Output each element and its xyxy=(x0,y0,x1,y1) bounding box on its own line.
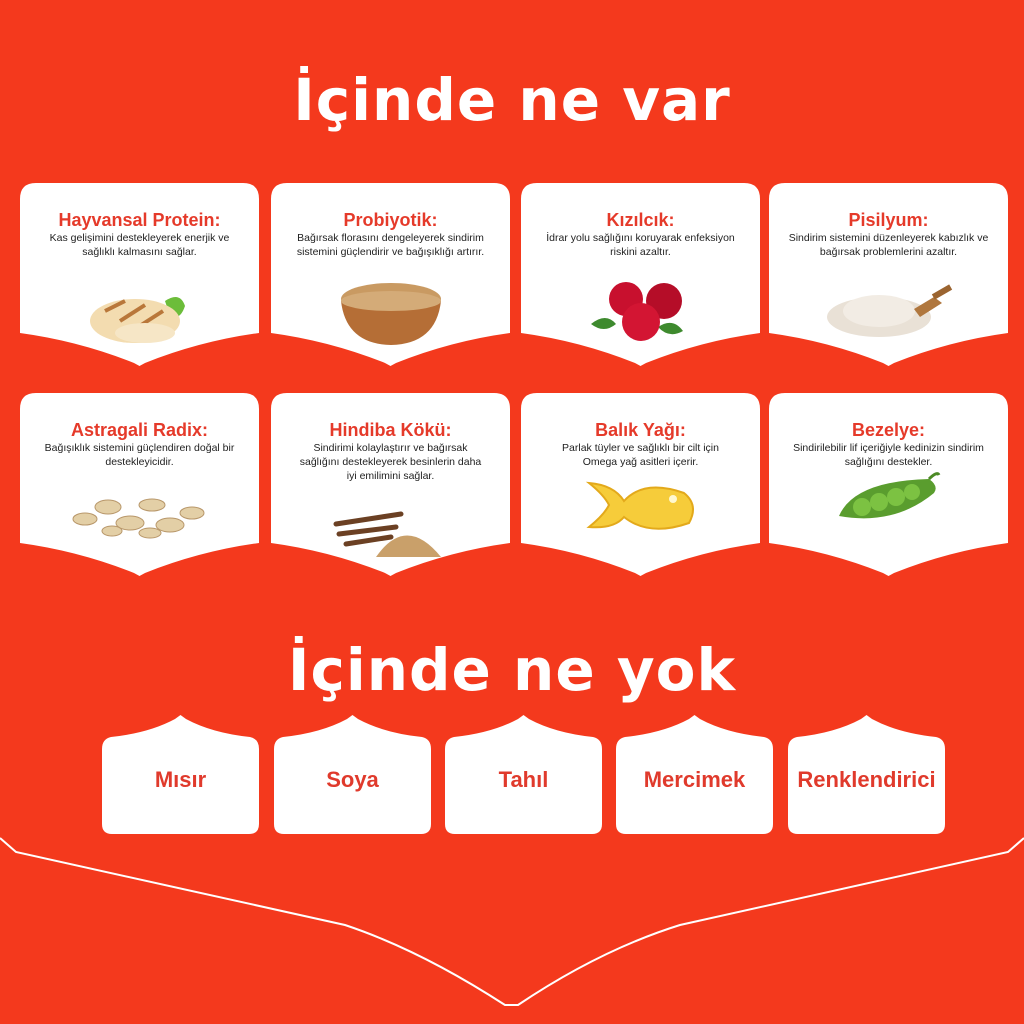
excluded-ingredient-card: Soya xyxy=(274,715,431,834)
ingredient-description: Sindirimi kolaylaştırır ve bağırsak sağl… xyxy=(299,442,482,482)
ingredient-name: Balık Yağı: xyxy=(595,420,686,440)
ingredient-description: İdrar yolu sağlığını koruyarak enfeksiyo… xyxy=(546,232,735,258)
card-shape xyxy=(274,715,431,834)
ingredient-card: Hayvansal Protein: Kas gelişimini destek… xyxy=(20,183,259,366)
ingredient-name: Hindiba Kökü: xyxy=(329,420,452,440)
card-shape xyxy=(271,183,510,366)
excluded-ingredient-label: Mısır xyxy=(154,767,207,792)
card-shape xyxy=(102,715,259,834)
ingredient-description: Parlak tüyler ve sağlıklı bir cilt için … xyxy=(562,442,719,468)
excluded-ingredient-card: Mercimek xyxy=(616,715,773,834)
ingredient-name: Bezelye: xyxy=(851,420,926,440)
card-shape xyxy=(20,393,259,576)
section-title-has: İçinde ne var xyxy=(293,66,731,134)
excluded-ingredient-card: Renklendirici xyxy=(788,715,945,834)
excluded-ingredient-card: Tahıl xyxy=(445,715,602,834)
pea-pod-icon xyxy=(834,471,944,535)
psyllium-scoop-icon xyxy=(824,279,954,343)
excluded-ingredient-label: Tahıl xyxy=(498,767,549,792)
excluded-ingredient-card: Mısır xyxy=(102,715,259,834)
ingredient-card: Balık Yağı: Parlak tüyler ve sağlıklı bi… xyxy=(521,393,760,576)
ingredient-description: Bağışıklık sistemini güçlendiren doğal b… xyxy=(44,442,235,468)
ingredient-card: Bezelye: Sindirilebilir lif içeriğiyle k… xyxy=(769,393,1008,576)
card-shape xyxy=(788,715,945,834)
excluded-ingredient-label: Soya xyxy=(326,767,379,792)
ingredient-name: Kızılcık: xyxy=(606,210,675,230)
ingredient-card: Astragali Radix: Bağışıklık sistemini gü… xyxy=(20,393,259,576)
ingredient-description: Sindirim sistemini düzenleyerek kabızlık… xyxy=(788,232,989,258)
card-shape xyxy=(521,393,760,576)
ingredient-name: Probiyotik: xyxy=(343,210,438,230)
ingredient-description: Bağırsak florasını dengeleyerek sindirim… xyxy=(296,232,485,258)
ingredient-card: Kızılcık: İdrar yolu sağlığını koruyarak… xyxy=(521,183,760,366)
root-slices-icon xyxy=(70,489,210,543)
card-shape xyxy=(20,183,259,366)
excluded-ingredient-label: Mercimek xyxy=(643,767,746,792)
grilled-chicken-icon xyxy=(85,281,195,355)
section-title-hasnt: İçinde ne yok xyxy=(287,636,737,704)
ingredient-name: Pisilyum: xyxy=(848,210,929,230)
ingredient-description: Kas gelişimini destekleyerek enerjik ve … xyxy=(49,232,230,258)
card-shape xyxy=(521,183,760,366)
ingredient-card: Hindiba Kökü: Sindirimi kolaylaştırır ve… xyxy=(271,393,510,576)
ingredient-name: Astragali Radix: xyxy=(70,420,209,440)
ingredient-description: Sindirilebilir lif içeriğiyle kedinizin … xyxy=(793,442,984,468)
powder-bowl-icon xyxy=(331,279,451,353)
ingredient-name: Hayvansal Protein: xyxy=(58,210,221,230)
fish-oil-capsule-icon xyxy=(581,475,701,539)
card-shape xyxy=(616,715,773,834)
excluded-ingredient-label: Renklendirici xyxy=(797,767,936,792)
ingredient-card: Probiyotik: Bağırsak florasını dengeleye… xyxy=(271,183,510,366)
card-shape xyxy=(445,715,602,834)
ingredient-card: Pisilyum: Sindirim sistemini düzenleyere… xyxy=(769,183,1008,366)
cranberry-icon xyxy=(586,279,696,348)
chicory-root-icon xyxy=(331,499,451,563)
card-shape xyxy=(271,393,510,576)
